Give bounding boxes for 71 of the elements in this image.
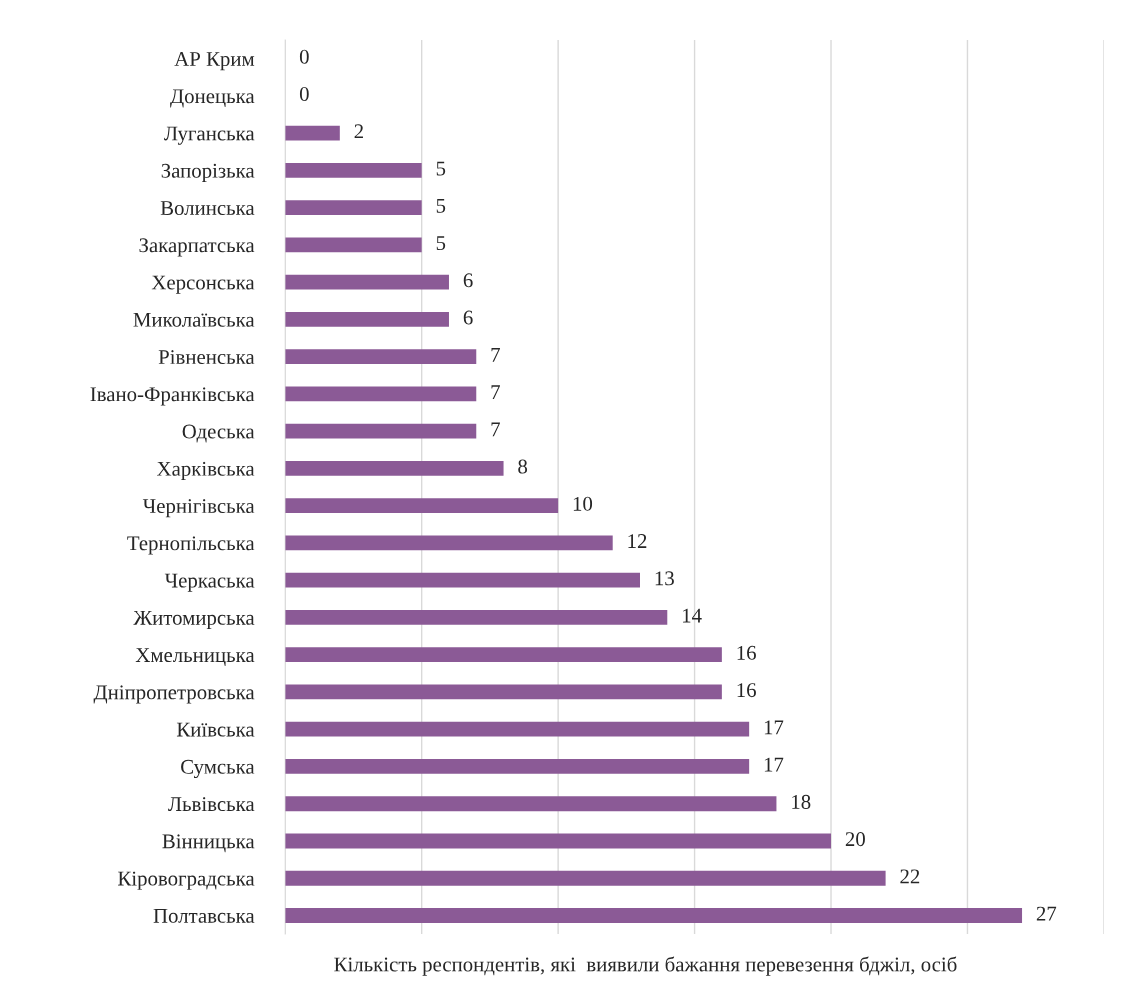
bar [285, 311, 449, 327]
y-tick-label: Івано-Франківська [90, 387, 255, 406]
data-label: 6 [463, 273, 473, 288]
y-tick-label: Луганська [164, 126, 255, 145]
data-label: 20 [845, 832, 865, 847]
y-tick-label: Черкаська [164, 573, 255, 592]
y-tick-label: Запорізька [161, 163, 255, 183]
y-tick-label: Миколаївська [133, 312, 255, 327]
bar [285, 386, 477, 402]
bar [285, 498, 559, 514]
bar [285, 721, 750, 737]
data-label: 7 [491, 385, 500, 399]
y-tick-label: Вінницька [162, 834, 255, 853]
y-tick-label: Кіровоградська [118, 871, 255, 890]
y-tick-label: Одеська [182, 424, 255, 443]
y-tick-label: Херсонська [151, 275, 255, 294]
y-tick-label: Тернопільська [127, 536, 255, 555]
data-label: 27 [1036, 906, 1057, 921]
data-label: 14 [683, 608, 702, 623]
y-tick-label: Чернігівська [142, 499, 255, 518]
bar [285, 870, 886, 886]
bar [285, 237, 422, 253]
data-label: 8 [518, 459, 528, 474]
data-label: 22 [900, 869, 920, 884]
data-label: 12 [628, 534, 647, 548]
data-label: 16 [737, 645, 756, 660]
bar [285, 647, 722, 663]
bar [285, 684, 722, 700]
data-label: 17 [764, 757, 784, 772]
data-label: 13 [655, 571, 674, 586]
data-label: 7 [491, 422, 500, 437]
data-label: 2 [354, 124, 363, 139]
data-label: 0 [299, 49, 309, 64]
y-tick-label: Рівненська [158, 350, 255, 365]
bar [285, 907, 1023, 923]
data-label: 5 [436, 161, 446, 176]
y-tick-label: Сумська [181, 759, 255, 779]
bar [285, 609, 668, 625]
data-label: 5 [436, 198, 446, 213]
data-label: 7 [491, 347, 500, 362]
bar [285, 349, 477, 365]
x-axis-title: Кількість респондентів, які виявили бажання перевезення бджіл, осіб [334, 956, 957, 976]
y-tick-label: Хмельницька [135, 648, 255, 666]
bar [285, 572, 640, 588]
bar [285, 200, 422, 216]
bar [285, 423, 477, 439]
data-label: 17 [764, 720, 784, 735]
y-tick-label: Донецька [170, 89, 255, 108]
y-tick-label: Дніпропетровська [93, 685, 255, 704]
bar [285, 460, 504, 476]
data-label: 10 [573, 496, 593, 511]
data-label: 16 [737, 683, 756, 698]
bar [285, 274, 449, 290]
bar [285, 833, 832, 849]
bar [285, 796, 777, 812]
bar [285, 125, 340, 141]
bar [285, 535, 613, 551]
y-tick-label: Львівська [168, 797, 255, 812]
y-tick-label: Житомирська [133, 610, 255, 630]
y-tick-label: Закарпатська [139, 238, 255, 257]
y-tick-label: Полтавська [153, 909, 255, 923]
y-tick-label: Київська [176, 722, 255, 737]
data-label: 0 [299, 87, 309, 102]
data-label: 18 [792, 794, 811, 809]
data-label: 6 [463, 310, 473, 325]
bar [285, 758, 750, 774]
y-tick-label: Харківська [157, 461, 255, 481]
y-tick-label: Волинська [160, 201, 255, 216]
y-tick-label: АР Крим [174, 52, 255, 71]
bar [285, 162, 422, 178]
data-label: 5 [436, 236, 446, 251]
